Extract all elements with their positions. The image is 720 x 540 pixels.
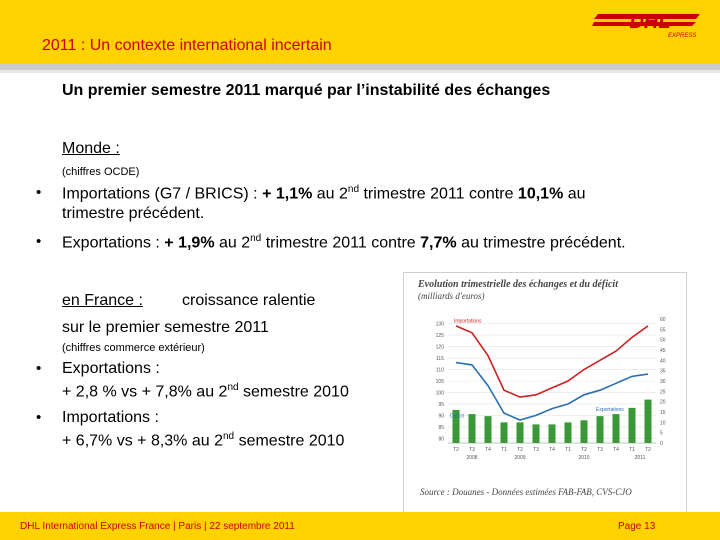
year-label: 2010: [578, 455, 589, 461]
bullet-3: •: [36, 360, 42, 377]
x-tick-label: T3: [533, 447, 539, 453]
france-line2: sur le premier semestre 2011: [62, 319, 269, 336]
slide-subtitle: Un premier semestre 2011 marqué par l’in…: [62, 82, 551, 99]
x-tick-label: T2: [645, 447, 651, 453]
left-tick-label: 90: [438, 413, 444, 419]
header-rule-light: [0, 70, 720, 73]
trade-chart: Evolution trimestrielle des échanges et …: [417, 279, 666, 497]
left-tick-label: 105: [436, 379, 445, 385]
deficit-bar: [452, 409, 460, 443]
x-tick-label: T2: [517, 447, 523, 453]
left-tick-label: 130: [436, 322, 445, 328]
series-label-deficit: Déficit: [450, 414, 465, 420]
chart-subtitle: (milliards d'euros): [418, 291, 485, 301]
right-tick-label: 0: [660, 441, 663, 447]
monde-source: (chiffres OCDE): [62, 166, 140, 178]
deficit-bar: [484, 416, 492, 443]
x-tick-label: T3: [597, 447, 603, 453]
deficit-bar: [532, 424, 540, 443]
france-heading-b: croissance ralentie: [182, 292, 316, 309]
x-tick-label: T1: [629, 447, 635, 453]
footer-text: DHL International Express France | Paris…: [20, 521, 295, 532]
series-label-importations: Importations: [454, 318, 482, 324]
page-number: Page 13: [618, 521, 656, 532]
deficit-bar: [644, 399, 652, 443]
left-tick-label: 80: [438, 436, 444, 442]
left-tick-label: 100: [436, 390, 445, 396]
deficit-bar: [468, 414, 476, 443]
right-tick-label: 15: [660, 410, 666, 416]
year-label: 2009: [514, 455, 525, 461]
slide-title: 2011 : Un contexte international incerta…: [42, 37, 332, 54]
x-tick-label: T1: [565, 447, 571, 453]
deficit-bar: [516, 422, 524, 443]
right-tick-label: 10: [660, 420, 666, 426]
deficit-bar: [628, 407, 636, 443]
deficit-bar: [596, 416, 604, 443]
header-rule: [0, 64, 720, 70]
header-bar: [0, 0, 720, 64]
monde-item-imports-line2: trimestre précédent.: [62, 205, 205, 222]
bullet-4: •: [36, 409, 42, 426]
series-label-exportations: Exportations: [596, 407, 624, 413]
right-tick-label: 45: [660, 348, 666, 354]
france-exports-values: + 2,8 % vs + 7,8% au 2nd semestre 2010: [62, 382, 349, 401]
x-tick-label: T3: [469, 447, 475, 453]
deficit-bar: [564, 422, 572, 443]
right-tick-label: 5: [660, 431, 663, 437]
right-tick-label: 20: [660, 400, 666, 406]
bullet-1: •: [36, 184, 42, 201]
right-tick-label: 60: [660, 317, 666, 323]
chart-title: Evolution trimestrielle des échanges et …: [417, 279, 619, 290]
left-tick-label: 110: [436, 368, 444, 374]
france-exports-label: Exportations :: [62, 360, 160, 377]
right-tick-label: 40: [660, 358, 666, 364]
deficit-bar: [500, 422, 508, 443]
france-imports-label: Importations :: [62, 409, 159, 426]
trade-chart-frame: Evolution trimestrielle des échanges et …: [403, 272, 687, 514]
france-imports-values: + 6,7% vs + 8,3% au 2nd semestre 2010: [62, 431, 345, 450]
right-tick-label: 25: [660, 389, 666, 395]
deficit-bar: [580, 420, 588, 443]
monde-item-exports: Exportations : + 1,9% au 2nd trimestre 2…: [62, 233, 626, 252]
x-tick-label: T4: [549, 447, 555, 453]
deficit-bar: [612, 414, 620, 443]
right-tick-label: 30: [660, 379, 666, 385]
france-heading: en France :: [62, 292, 143, 309]
left-tick-label: 85: [438, 425, 444, 431]
left-tick-label: 125: [436, 333, 445, 339]
x-tick-label: T2: [453, 447, 459, 453]
left-tick-label: 95: [438, 402, 444, 408]
footer-bar: [0, 512, 720, 540]
monde-item-imports: Importations (G7 / BRICS) : + 1,1% au 2n…: [62, 184, 586, 203]
year-label: 2011: [635, 455, 646, 461]
right-tick-label: 55: [660, 327, 666, 333]
x-tick-label: T1: [501, 447, 507, 453]
left-tick-label: 120: [436, 345, 445, 351]
x-tick-label: T2: [581, 447, 587, 453]
importations-line: [455, 325, 649, 398]
deficit-bar: [548, 424, 556, 443]
dhl-logo: DHL EXPRESS: [592, 11, 700, 39]
france-source: (chiffres commerce extérieur): [62, 342, 205, 354]
x-tick-label: T4: [613, 447, 619, 453]
right-tick-label: 50: [660, 338, 666, 344]
exportations-line: [455, 361, 649, 421]
chart-source: Source : Douanes - Données estimées FAB-…: [420, 487, 632, 497]
monde-heading: Monde :: [62, 140, 120, 157]
x-tick-label: T4: [485, 447, 491, 453]
svg-text:DHL: DHL: [629, 11, 670, 33]
left-tick-label: 115: [436, 356, 444, 362]
year-label: 2008: [466, 455, 477, 461]
right-tick-label: 35: [660, 369, 666, 375]
bullet-2: •: [36, 233, 42, 250]
svg-text:EXPRESS: EXPRESS: [668, 33, 696, 39]
